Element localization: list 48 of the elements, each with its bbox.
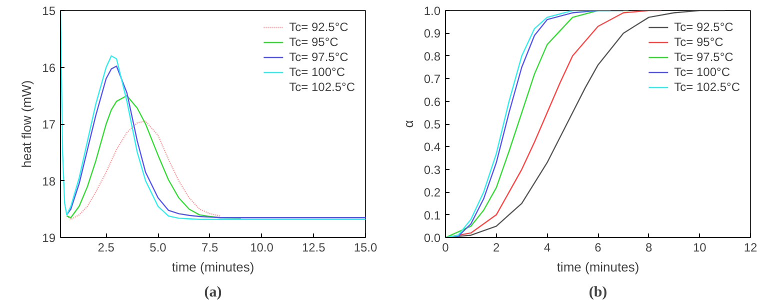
y-tick-label: 1.0 xyxy=(424,4,441,18)
legend-label: Tc= 97.5°C xyxy=(674,50,734,64)
x-tick-label: 15.0 xyxy=(354,240,378,254)
text: (b) xyxy=(588,284,608,300)
y-tick-label: 15 xyxy=(42,4,56,18)
y-tick-label: 0.4 xyxy=(424,140,441,154)
y-tick-label: 0.0 xyxy=(424,231,441,245)
text: Tc= 102.5°C xyxy=(289,80,355,94)
y-tick-label: 17 xyxy=(42,118,56,132)
legend-label: Tc= 100°C xyxy=(674,65,730,79)
y-tick-label: 0.5 xyxy=(424,118,441,132)
x-tick-label: 4 xyxy=(544,240,551,254)
legend-label: Tc= 92.5°C xyxy=(289,20,348,34)
x-tick-label: 5.0 xyxy=(150,240,167,254)
y-tick-label: 0.9 xyxy=(424,26,441,41)
y-axis-title: heat flow (mW) xyxy=(19,80,34,168)
x-tick-label: 12.5 xyxy=(302,240,326,254)
y-tick-label: 0.6 xyxy=(424,94,441,109)
y-axis-title: α xyxy=(400,120,416,128)
x-tick-label: 10.0 xyxy=(250,240,274,254)
x-axis-title: time (minutes) xyxy=(172,260,254,274)
legend-label: Tc= 95°C xyxy=(289,35,338,49)
legend-label: Tc= 97.5°C xyxy=(289,50,348,64)
line-series xyxy=(66,120,221,220)
x-tick-label: 10 xyxy=(692,240,707,254)
line-series xyxy=(66,66,366,218)
y-tick-label: 0.7 xyxy=(424,72,441,86)
x-axis-title: time (minutes) xyxy=(556,260,640,274)
x-tick-label: 8 xyxy=(645,240,652,254)
y-tick-label: 19 xyxy=(42,231,56,245)
line-series xyxy=(66,95,242,219)
x-tick-label: 7.5 xyxy=(202,240,219,254)
y-tick-label: 0.8 xyxy=(424,49,441,64)
y-tick-label: 0.3 xyxy=(424,162,441,177)
x-tick-label: 6 xyxy=(594,240,602,254)
x-tick-label: 12 xyxy=(744,240,758,254)
x-tick-label: 2 xyxy=(492,240,500,254)
y-tick-label: 18 xyxy=(42,174,56,188)
x-tick-label: 0 xyxy=(442,240,450,254)
legend-label: Tc= 100°C xyxy=(289,65,345,79)
y-tick-label: 0.2 xyxy=(424,186,441,200)
x-tick-label: 2.5 xyxy=(98,240,115,254)
y-tick-label: 16 xyxy=(42,60,56,75)
text: (a) xyxy=(204,284,222,300)
legend-label: Tc= 102.5°C xyxy=(674,80,740,94)
y-tick-label: 0.1 xyxy=(424,208,441,222)
legend-label: Tc= 92.5°C xyxy=(674,20,734,34)
legend-label: Tc= 95°C xyxy=(674,35,724,49)
